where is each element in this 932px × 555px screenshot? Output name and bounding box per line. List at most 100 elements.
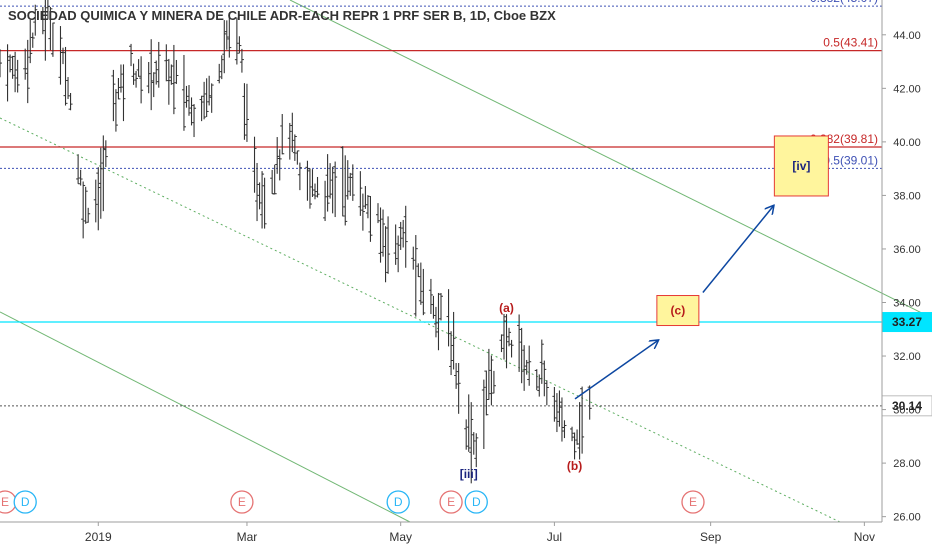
event-marker-label-6: E bbox=[689, 495, 697, 509]
ohlc-bar bbox=[118, 64, 123, 93]
ohlc-bar bbox=[187, 85, 191, 116]
ohlc-bar bbox=[328, 163, 333, 199]
ohlc-bar bbox=[401, 219, 406, 248]
channel-lower-line bbox=[0, 311, 411, 523]
ohlc-bar bbox=[469, 402, 474, 484]
projection-arrow-up bbox=[574, 341, 658, 400]
ohlc-bar bbox=[383, 226, 388, 283]
wave-label-3: (c) bbox=[671, 304, 686, 318]
ohlc-bar bbox=[239, 48, 244, 73]
ohlc-bar bbox=[292, 134, 297, 161]
ohlc-bars bbox=[0, 0, 592, 484]
horizontal-levels: 0.382(45.07)0.5(43.41)0.382(39.81)0.5(39… bbox=[0, 0, 882, 407]
ohlc-bar bbox=[416, 263, 421, 278]
ohlc-bar bbox=[428, 278, 433, 314]
ohlc-bar bbox=[386, 216, 391, 274]
ohlc-bar bbox=[272, 164, 277, 195]
ohlc-bar bbox=[28, 19, 33, 64]
ohlc-bar bbox=[30, 32, 35, 48]
ohlc-bar bbox=[68, 92, 73, 111]
y-tick-label-2: 30.00 bbox=[893, 405, 921, 417]
ohlc-bar bbox=[242, 83, 247, 140]
x-tick-label-0: 2019 bbox=[85, 530, 112, 544]
event-marker-5 bbox=[464, 490, 488, 514]
ohlc-bar bbox=[471, 432, 476, 455]
ohlc-bar bbox=[519, 327, 524, 384]
ohlc-bar bbox=[189, 97, 194, 126]
ohlc-bar bbox=[378, 207, 383, 263]
y-tick-label-8: 42.00 bbox=[893, 83, 921, 95]
ohlc-bar bbox=[509, 339, 514, 358]
event-marker-6 bbox=[681, 490, 705, 514]
ohlc-bar bbox=[262, 177, 267, 229]
ohlc-bar bbox=[539, 339, 544, 384]
ohlc-bar bbox=[78, 169, 83, 186]
ohlc-bar bbox=[554, 393, 559, 433]
wave-label-1: (b) bbox=[567, 459, 582, 473]
ohlc-bar bbox=[393, 224, 398, 265]
ohlc-bar bbox=[439, 293, 443, 321]
y-tick-label-4: 34.00 bbox=[893, 297, 921, 309]
ohlc-bar bbox=[403, 205, 408, 268]
ohlc-bar bbox=[446, 289, 451, 347]
chart-title: SOCIEDAD QUIMICA Y MINERA DE CHILE ADR-E… bbox=[8, 8, 556, 23]
ohlc-bar bbox=[325, 154, 330, 212]
ohlc-bar bbox=[209, 83, 214, 113]
ohlc-bar bbox=[260, 171, 265, 229]
ohlc-bar bbox=[44, 0, 46, 61]
ohlc-bar bbox=[217, 63, 222, 84]
ohlc-bar bbox=[449, 331, 454, 376]
ohlc-bar bbox=[275, 137, 280, 174]
ohlc-bar bbox=[280, 114, 285, 155]
ohlc-bar bbox=[313, 183, 317, 200]
ohlc-bar bbox=[577, 402, 582, 460]
ohlc-bar bbox=[456, 363, 461, 414]
event-marker-label-5: D bbox=[472, 495, 481, 509]
event-marker-1 bbox=[13, 490, 37, 514]
wave-projection bbox=[574, 206, 773, 400]
ohlc-bar bbox=[522, 345, 527, 391]
ohlc-bar bbox=[98, 147, 103, 219]
y-tick-label-5: 36.00 bbox=[893, 244, 921, 256]
ohlc-bar bbox=[169, 64, 174, 85]
projection-arrow-target bbox=[702, 206, 773, 293]
x-tick-label-2: May bbox=[389, 530, 412, 544]
ohlc-bar bbox=[61, 47, 65, 65]
ohlc-bar bbox=[491, 370, 496, 394]
ohlc-bar bbox=[290, 112, 295, 152]
ohlc-bar bbox=[202, 81, 207, 120]
event-marker-2 bbox=[230, 490, 254, 514]
ohlc-bar bbox=[398, 221, 403, 250]
ohlc-bar bbox=[421, 268, 426, 316]
ohlc-bar bbox=[136, 59, 141, 77]
trend-channels bbox=[0, 0, 932, 523]
event-marker-label-0: E bbox=[1, 495, 9, 509]
ohlc-bar bbox=[330, 166, 335, 214]
ohlc-bar bbox=[166, 58, 171, 105]
ohlc-bar bbox=[413, 235, 418, 317]
ohlc-bar bbox=[376, 203, 380, 224]
ohlc-bar bbox=[484, 370, 489, 416]
ohlc-bar bbox=[350, 164, 355, 201]
ohlc-bar bbox=[365, 195, 370, 219]
ohlc-bar bbox=[58, 26, 63, 85]
ohlc-bar bbox=[111, 69, 116, 122]
ohlc-bar bbox=[466, 394, 471, 452]
ohlc-bar bbox=[343, 155, 348, 226]
y-axis: 33.27 30.14 26.00 28.00 30.00 32.00 34.00 36.00… bbox=[881, 0, 932, 524]
ohlc-bar bbox=[297, 162, 302, 191]
event-marker-4 bbox=[439, 490, 463, 514]
ohlc-bar bbox=[81, 181, 86, 239]
ohlc-bar bbox=[418, 262, 423, 305]
ohlc-bar bbox=[184, 85, 189, 108]
event-marker-3 bbox=[386, 490, 410, 514]
x-tick-label-5: Nov bbox=[854, 530, 875, 544]
ohlc-bar bbox=[557, 390, 562, 427]
ohlc-bar bbox=[103, 140, 108, 168]
ohlc-bar bbox=[489, 355, 494, 406]
ohlc-bar bbox=[562, 420, 567, 439]
ohlc-bar bbox=[154, 60, 159, 85]
level-label-0: 0.382(45.07) bbox=[810, 0, 878, 5]
